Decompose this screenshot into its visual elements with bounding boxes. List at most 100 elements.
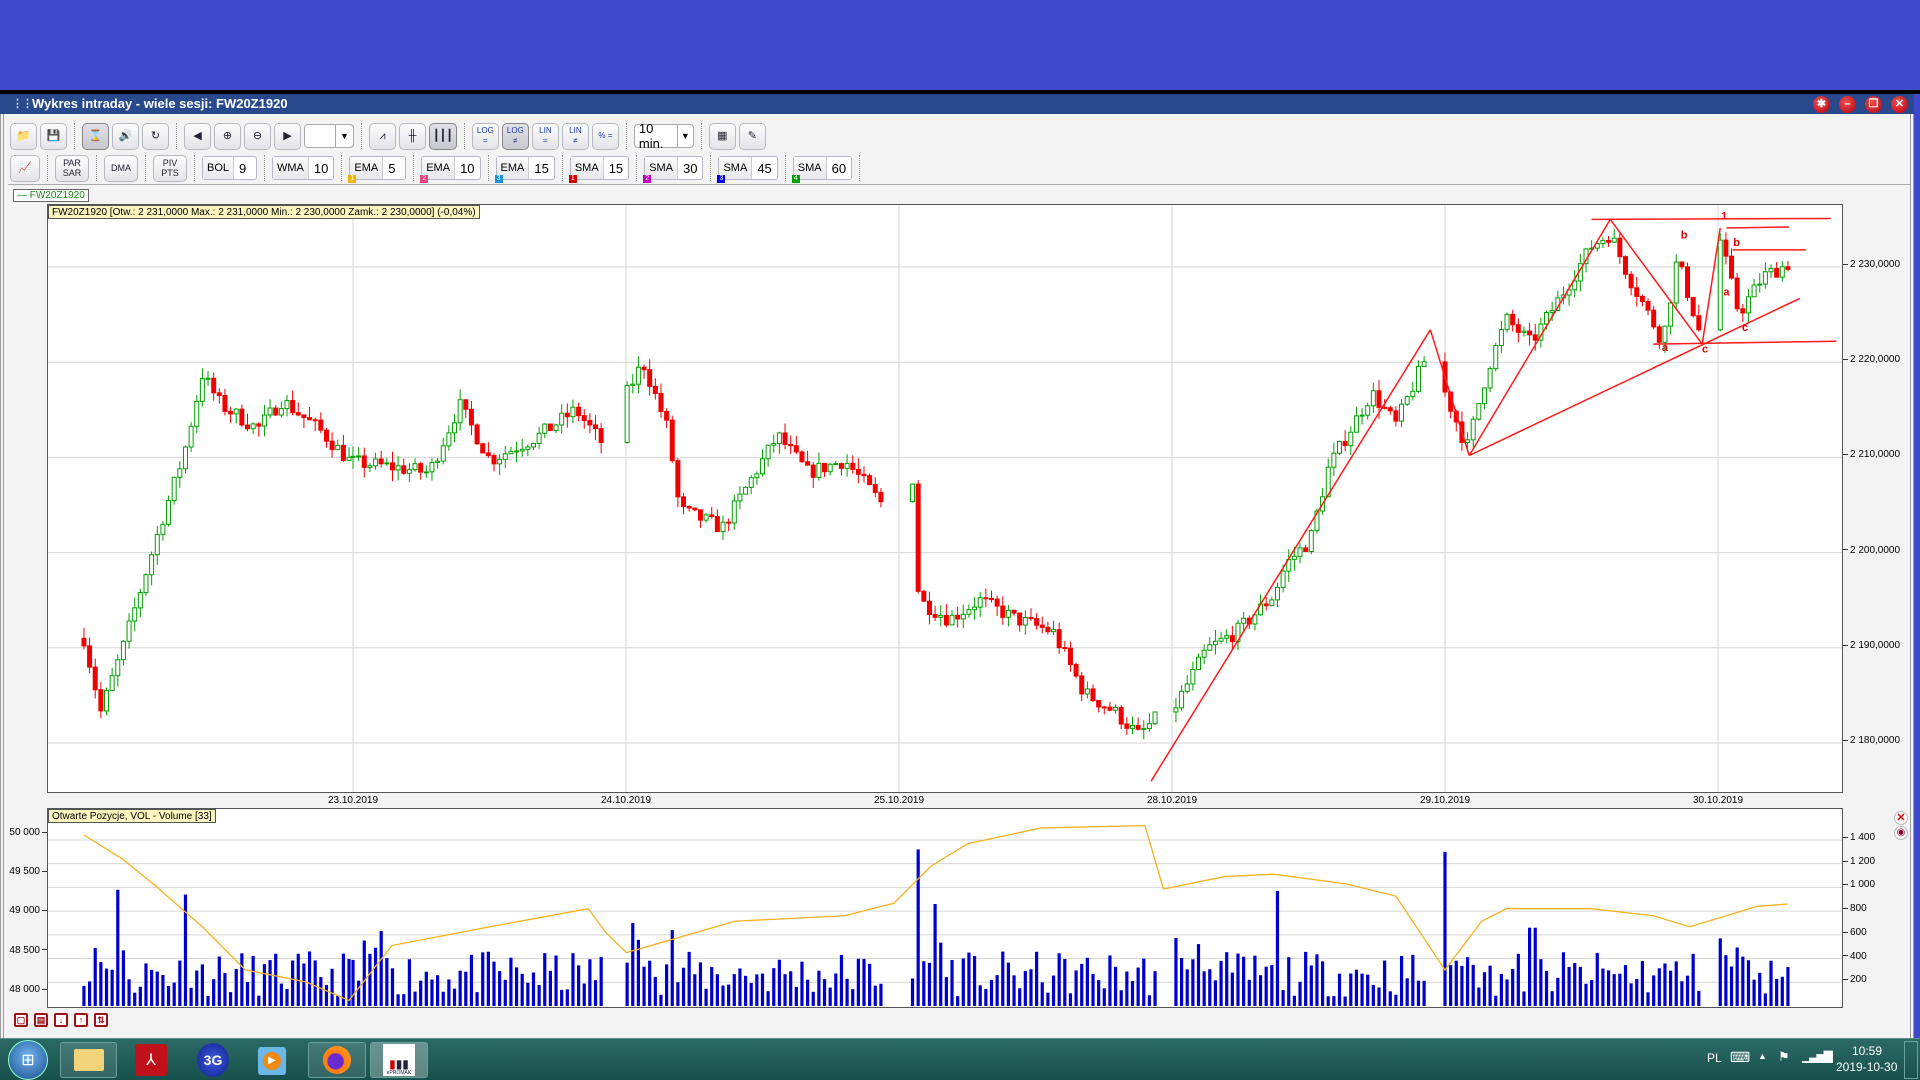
indicator-sma-15[interactable]: SMA 15 1 (568, 156, 630, 183)
restore-button[interactable]: ❐ (1865, 96, 1882, 113)
volume-bar (1102, 988, 1106, 1006)
candle (1303, 544, 1309, 552)
volume-panel[interactable]: Otwarte Pozycje, VOL - Volume [33] (47, 808, 1843, 1008)
refresh-button[interactable]: ↻ (142, 122, 169, 150)
volume-bar (464, 971, 468, 1006)
file-explorer-icon[interactable] (60, 1042, 117, 1078)
zoom-out-button[interactable]: ⊖ (244, 122, 271, 150)
btn-piv-pts[interactable]: PIV PTS (153, 154, 187, 182)
start-orb-icon[interactable]: ⊞ (8, 1040, 48, 1080)
indicator-period-input[interactable]: 60 (831, 160, 847, 176)
upload-icon[interactable]: ↑ (74, 1013, 88, 1027)
indicator-sma-45[interactable]: SMA 45 3 (717, 156, 778, 183)
indicator-name: BOL (203, 157, 235, 179)
drag-grip-icon[interactable]: ⋮⋮ (12, 98, 33, 110)
line-chart-button[interactable]: ⩘ (369, 122, 396, 150)
indicator-bol-9[interactable]: BOL 9 (202, 156, 258, 180)
indicator-period-input[interactable]: 15 (534, 160, 549, 176)
minimize-button[interactable]: – (1839, 96, 1856, 113)
trend-line[interactable] (1591, 217, 1831, 221)
volume-bar (161, 974, 165, 1006)
price-chart[interactable]: a b c 1 b a c (48, 205, 1842, 792)
indicator-wma-10[interactable]: WMA 10 (272, 156, 335, 180)
window-titlebar[interactable]: ⋮⋮ Wykres intraday - wiele sesji: FW20Z1… (0, 94, 1914, 114)
lin-equal-button[interactable]: LIN = (531, 122, 559, 150)
3g-modem-icon[interactable]: 3G (197, 1043, 229, 1077)
indicator-sma-30[interactable]: SMA 30 2 (643, 156, 704, 183)
close-panel-icon[interactable]: ✕ (1894, 811, 1908, 825)
indicator-ema-15[interactable]: EMA 15 3 (494, 156, 555, 183)
show-desktop-button[interactable] (1904, 1041, 1918, 1079)
arrow-left-button[interactable]: ◀ (184, 122, 211, 150)
btn-dma[interactable]: DMA (104, 154, 138, 182)
clock-time[interactable]: 10:59 (1852, 1044, 1883, 1058)
show-hidden-icons-icon[interactable]: ▲ (1758, 1051, 1767, 1061)
trend-line[interactable] (1429, 329, 1470, 456)
log-equal-button[interactable]: LOG = (471, 122, 499, 150)
trend-line[interactable] (1468, 297, 1801, 457)
series-legend[interactable]: — FW20Z1920 (13, 189, 89, 202)
layout-icon[interactable]: ⇅ (94, 1013, 108, 1027)
epromak-icon[interactable]: ▮▮▮ ePROMAK (370, 1042, 428, 1078)
arrow-right-button[interactable]: ▶ (274, 122, 301, 150)
trend-line[interactable] (1653, 340, 1837, 345)
zoom-out-icon: ⊖ (252, 130, 263, 142)
folder-open-button[interactable]: 📁 (10, 122, 37, 150)
chevron-down-icon[interactable]: ▼ (335, 125, 353, 147)
trend-line[interactable] (1468, 219, 1611, 456)
target-icon[interactable]: ◉ (1894, 826, 1908, 840)
indicator-chart-button[interactable]: 📈 (10, 154, 40, 182)
settings-button[interactable]: ✱ (1813, 96, 1830, 113)
price-chart-panel[interactable]: a b c 1 b a c FW20Z1920 [Otw.: 2 231,0000 Max.… (47, 204, 1843, 793)
candle (239, 404, 245, 427)
indicator-color-badge: 2 (420, 175, 429, 183)
toolbar-separator (487, 155, 489, 181)
candlestick-button[interactable]: ┃┃┃ (429, 122, 457, 150)
indicator-period-input[interactable]: 10 (313, 160, 329, 176)
range-select[interactable]: ▼ (304, 124, 354, 148)
volume-bar (458, 970, 462, 1006)
firefox-icon[interactable] (308, 1042, 366, 1078)
volume-bar (1006, 962, 1011, 1006)
percent-equal-button[interactable]: % = (591, 122, 619, 150)
indicator-period-input[interactable]: 45 (757, 160, 772, 176)
print-icon[interactable]: ▤ (34, 1013, 48, 1027)
indicator-period-input[interactable]: 9 (239, 160, 247, 176)
hourglass-button[interactable]: ⌛ (82, 122, 109, 150)
interval-select[interactable]: 10 min. ▼ (633, 121, 694, 151)
indicator-ema-5[interactable]: EMA 5 1 (348, 156, 407, 183)
chevron-down-icon[interactable]: ▼ (676, 125, 693, 147)
close-button[interactable]: ✕ (1891, 96, 1908, 113)
candle (1662, 325, 1668, 354)
speaker-button[interactable]: 🔊 (112, 122, 139, 150)
edit-note-button[interactable]: ✎ (738, 122, 766, 150)
ohlc-bars-button[interactable]: ╫ (399, 122, 426, 150)
indicator-period-input[interactable]: 10 (460, 160, 475, 176)
lin-notequal-button[interactable]: LIN ≠ (561, 122, 589, 150)
log-notequal-button[interactable]: LOG ≠ (501, 122, 529, 150)
language-indicator[interactable]: PL (1707, 1051, 1722, 1065)
trend-line[interactable] (1701, 227, 1721, 345)
trend-line[interactable] (1726, 226, 1790, 229)
trend-line[interactable] (1609, 218, 1703, 345)
acrobat-icon[interactable]: ⅄ (135, 1044, 167, 1076)
btn-par-sar[interactable]: PAR SAR (55, 154, 89, 182)
download-icon[interactable]: ↓ (54, 1013, 68, 1027)
trend-line[interactable] (1150, 329, 1431, 782)
volume-chart[interactable] (48, 809, 1842, 1007)
window-frame-icon[interactable]: ▢ (14, 1013, 28, 1027)
action-center-flag-icon[interactable]: ⚑ (1778, 1049, 1790, 1064)
indicator-period-input[interactable]: 5 (388, 160, 396, 176)
indicator-period-input[interactable]: 30 (683, 160, 698, 176)
candle (307, 407, 313, 421)
color-palette-button[interactable]: ▦ (708, 122, 736, 150)
indicator-ema-10[interactable]: EMA 10 2 (420, 156, 481, 183)
zoom-in-button[interactable]: ⊕ (214, 122, 241, 150)
indicator-sma-60[interactable]: SMA 60 4 (791, 156, 853, 183)
signal-strength-icon[interactable]: ▁▃▅▇ (1802, 1049, 1833, 1063)
clock-date[interactable]: 2019-10-30 (1836, 1060, 1898, 1074)
media-player-icon[interactable]: ▶ (258, 1047, 286, 1075)
indicator-period-input[interactable]: 15 (608, 160, 624, 176)
keyboard-icon[interactable]: ⌨ (1730, 1049, 1751, 1065)
save-button[interactable]: 💾 (40, 122, 67, 150)
